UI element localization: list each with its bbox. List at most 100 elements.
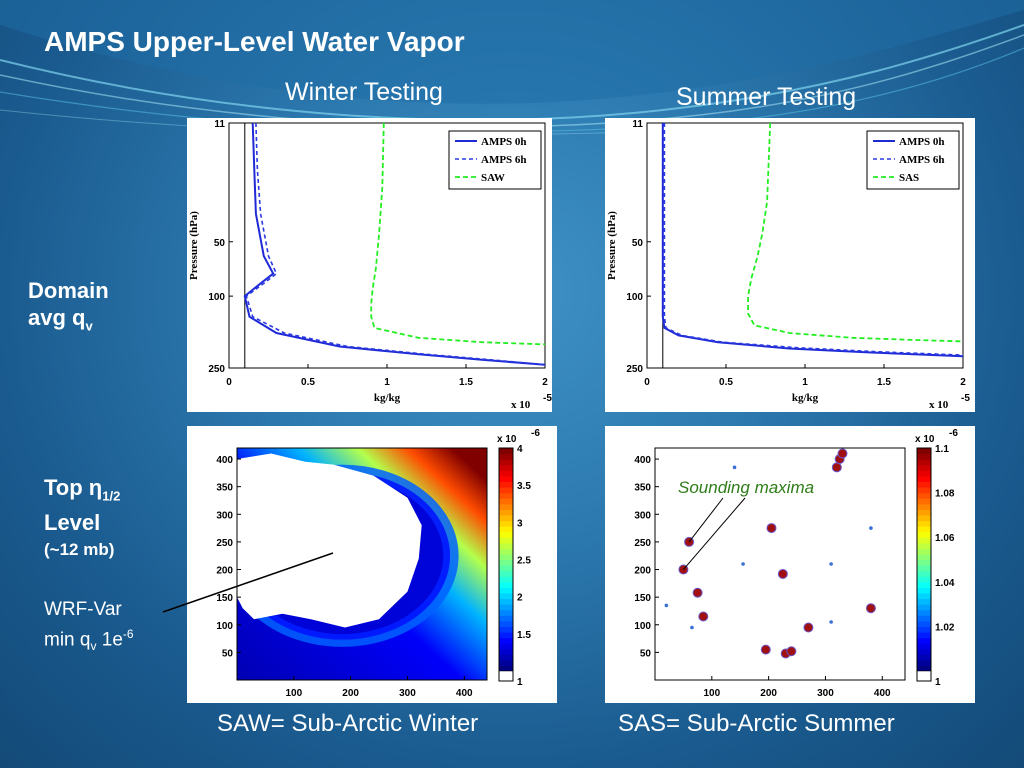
winter-profile-legend-entry: AMPS 6h: [481, 154, 527, 166]
slide-title: AMPS Upper-Level Water Vapor: [44, 26, 465, 57]
winter-map-colorbar-band: [499, 448, 513, 455]
summer-map-colorbar-band: [917, 587, 931, 594]
summer-map-colorbar-band: [917, 548, 931, 555]
summer-profile-chart: 0 0.5 1 1.5 2 11 50 100 250 Pressure (hPa) kg/kg x …: [606, 119, 970, 411]
winter-map-colorbar-band: [499, 553, 513, 561]
winter-map-colorbar-band: [499, 587, 513, 594]
summer-map-colorbar-band: [917, 481, 931, 488]
summer-map-colorbar-band: [917, 559, 931, 566]
summer-profile-series-amps-6h: [663, 123, 964, 356]
summer-map-colorbar-band: [917, 487, 931, 494]
column-label-summer: Summer Testing: [676, 83, 857, 111]
winter-map-colorbar-band: [499, 626, 513, 633]
winter-profile-panel: 0 0.5 1 1.5 2 11 50 100 250 Pressure (hPa) kg/kg x …: [187, 118, 552, 412]
summer-map-colorbar-band: [917, 459, 931, 466]
summer-map-colorbar-band: [917, 631, 931, 639]
winter-profile-x-axis-label: kg/kg: [374, 392, 401, 404]
winter-profile-y-tick-label: 100: [208, 292, 225, 303]
winter-map-x-tick-label: 300: [399, 688, 416, 699]
winter-map-colorbar-band: [499, 620, 513, 627]
winter-map-y-tick-label: 250: [216, 538, 233, 549]
summer-map-colorbar-tick-label: 1.06: [935, 533, 955, 544]
winter-map-colorbar-band: [499, 453, 513, 460]
winter-map-colorbar-tick-label: 3: [517, 518, 523, 529]
summer-map-plot-frame: [654, 447, 906, 681]
summer-map-colorbar-tick-label: 1.08: [935, 489, 955, 500]
summer-map-annotation-pointer: [683, 497, 746, 570]
summer-profile-x-tick-label: 0.5: [719, 377, 733, 388]
summer-map-colorbar-band: [917, 592, 931, 600]
summer-map-colorbar-band: [917, 498, 931, 505]
summer-profile-legend-entry: SAS: [899, 172, 919, 184]
winter-map-colorbar-band: [499, 526, 513, 533]
winter-map-colorbar-tick-label: 4: [517, 444, 523, 455]
winter-map-x-tick-label: 100: [285, 688, 302, 699]
winter-map-colorbar-band: [499, 470, 513, 477]
summer-map-minor-point: [741, 562, 745, 566]
summer-profile-series-sas: [747, 122, 964, 343]
summer-map-colorbar-band: [917, 626, 931, 633]
winter-map-y-tick-label: 100: [216, 621, 233, 632]
winter-profile-series-saw: [370, 122, 546, 346]
summer-map-colorbar-band: [917, 598, 931, 605]
winter-map-minimum-region: [237, 453, 422, 628]
row-label-top-eta: Top η1/2 Level (~12 mb): [44, 474, 120, 563]
summer-map-colorbar-band: [917, 470, 931, 477]
winter-map-colorbar-band: [499, 659, 513, 667]
summer-map-sounding-maximum: [698, 611, 709, 622]
summer-map-colorbar-frame: [916, 447, 932, 682]
summer-map-colorbar-band: [917, 654, 931, 661]
row-label-domain-avg: Domain avg qv: [28, 277, 109, 339]
summer-map-colorbar-band: [917, 492, 931, 499]
winter-map-colorbar-tick-label: 2.5: [517, 556, 531, 567]
summer-map-sounding-maximum: [692, 587, 703, 598]
summer-map-colorbar-band: [917, 576, 931, 583]
summer-map-colorbar-band: [917, 448, 931, 455]
row-label-top-eta-line: Top η1/2: [44, 475, 121, 504]
summer-map-colorbar-band: [917, 531, 931, 538]
summer-map-annotation-pointer: [688, 497, 724, 543]
summer-map-colorbar-band: [917, 537, 931, 544]
summer-map-colorbar-band: [917, 542, 931, 549]
summer-map-colorbar-multiplier-exp: -6: [949, 428, 958, 439]
winter-map-colorbar-band: [499, 648, 513, 655]
winter-map-colorbar-band: [499, 537, 513, 544]
summer-map-annotation-label: Sounding maxima: [678, 478, 814, 497]
winter-map-colorbar-band: [499, 654, 513, 661]
summer-map-colorbar-band: [917, 553, 931, 561]
summer-profile-x-tick-label: 1: [802, 377, 808, 388]
winter-profile-x-tick-label: 2: [542, 377, 548, 388]
winter-map-chart: 100 200 300 400 50 100 150 200 250 300 350 400 1 1.5 2…: [216, 428, 540, 699]
winter-map-colorbar-band: [499, 643, 513, 650]
summer-profile-x-tick-label: 2: [960, 377, 966, 388]
summer-map-colorbar-band: [917, 570, 931, 577]
summer-map-colorbar-tick-label: 1.1: [935, 444, 949, 455]
summer-map-colorbar-band: [917, 464, 931, 471]
summer-map-colorbar-band: [917, 665, 931, 672]
summer-map-minor-point: [690, 625, 694, 630]
wrf-min-q-label: min qv 1e-6: [44, 627, 134, 654]
summer-map-sounding-maximum: [766, 523, 777, 534]
winter-map-colorbar-band: [499, 604, 513, 611]
summer-map-colorbar-band: [917, 514, 931, 522]
winter-map-y-tick-label: 200: [216, 566, 233, 577]
summer-map-colorbar-band: [917, 659, 931, 667]
wrf-pointer-line: [162, 552, 334, 613]
wrf-var-note: WRF-Var min qv 1e-6: [44, 598, 134, 658]
winter-map-x-tick-label: 200: [342, 688, 359, 699]
column-label-winter: Winter Testing: [285, 78, 443, 106]
summer-map-colorbar-band: [917, 581, 931, 588]
summer-map-y-tick-label: 300: [634, 510, 651, 521]
winter-map-colorbar-band: [499, 576, 513, 583]
summer-profile-legend-entry: AMPS 0h: [899, 136, 945, 148]
winter-map-y-tick-label: 350: [216, 483, 233, 494]
winter-map-colorbar-band: [499, 565, 513, 572]
winter-map-colorbar-multiplier: x 10: [497, 434, 517, 445]
summer-map-colorbar-multiplier: x 10: [915, 434, 935, 445]
summer-map-x-tick-label: 200: [760, 688, 777, 699]
summer-map-x-tick-label: 300: [817, 688, 834, 699]
winter-map-colorbar-band: [499, 581, 513, 588]
summer-map-y-tick-label: 350: [634, 483, 651, 494]
summer-map-x-tick-label: 100: [703, 688, 720, 699]
